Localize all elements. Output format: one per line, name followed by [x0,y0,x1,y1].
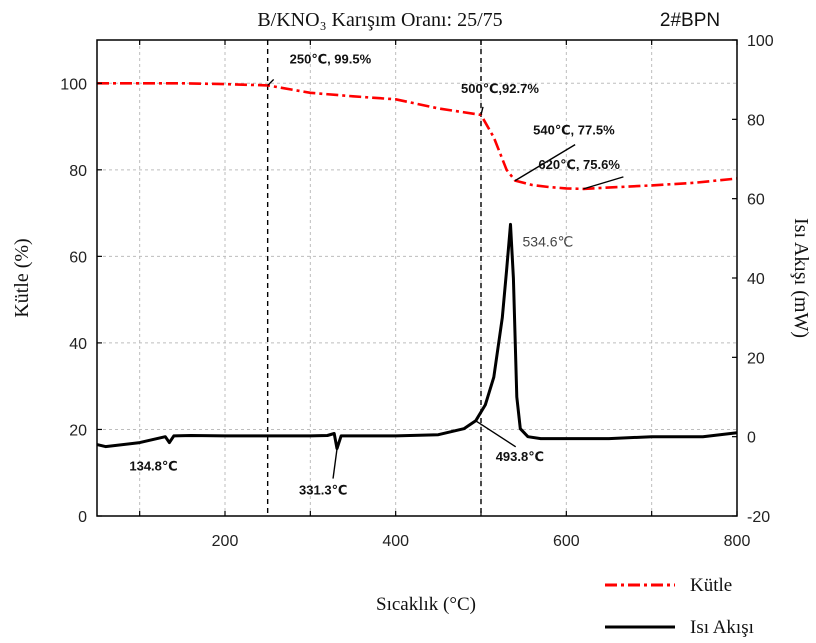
annotation-leader-7 [475,420,517,448]
y-left-tick-label-0: 0 [78,509,87,526]
series-lines [96,82,738,451]
y-right-tick-label-40: 40 [747,271,765,288]
y-right-tick-label--20: -20 [747,509,770,526]
plot-frame [96,39,738,517]
corner-label: 2#BPN [660,10,720,31]
annotation-label-2: 540℃, 77.5% [533,123,615,138]
series-line-1 [96,222,738,451]
annotation-leaders [267,78,624,479]
y-axis-left-label: Kütle (%) [11,238,33,317]
series-line-0 [97,82,738,191]
axis-ticks [97,39,738,517]
annotation-leader-0 [267,78,275,86]
annotation-leader-3 [583,176,624,190]
y-right-tick-label-20: 20 [747,350,765,367]
annotation-leader-6 [332,448,338,479]
annotation-label-1: 500℃,92.7% [461,81,539,96]
y-right-tick-label-100: 100 [747,33,774,50]
x-tick-label-800: 800 [724,533,751,550]
annotation-label-3: 620℃, 75.6% [538,157,620,172]
tick-labels: 200 400 600 800 0 20 40 60 80 100 -20 0 20 40 60 80 100 [60,33,774,550]
x-tick-label-200: 200 [212,533,239,550]
x-tick-label-400: 400 [382,533,409,550]
annotations: 250℃, 99.5% 500℃,92.7% 540℃, 77.5% 620℃, 75… [129,51,620,497]
y-axis-right-label: Isı Akışı (mW) [790,218,812,338]
grid-lines [97,40,737,516]
y-right-tick-label-0: 0 [747,430,756,447]
legend-label-kutle: Kütle [690,575,732,596]
y-left-tick-label-100: 100 [60,76,87,93]
legend: Kütle Isı Akışı [605,575,754,638]
y-right-tick-label-60: 60 [747,192,765,209]
annotation-leader-1 [480,106,484,116]
y-left-tick-label-40: 40 [69,336,87,353]
legend-label-isi-akisi: Isı Akışı [690,617,754,638]
annotation-label-7: 493.8℃ [496,449,544,464]
y-left-tick-label-60: 60 [69,249,87,266]
y-left-tick-label-20: 20 [69,422,87,439]
annotation-label-6: 331.3℃ [299,483,347,498]
vertical-markers [266,40,482,516]
annotation-label-5: 134.8℃ [129,459,177,474]
x-tick-label-600: 600 [553,533,580,550]
annotation-label-4: 534.6℃ [523,233,574,249]
annotation-label-0: 250℃, 99.5% [290,51,372,66]
y-left-tick-label-80: 80 [69,163,87,180]
y-right-tick-label-80: 80 [747,112,765,129]
annotation-leader-2 [514,144,576,182]
x-axis-label: Sıcaklık (°C) [376,594,476,615]
chart-title: B/KNO₃ Karışım Oranı: 25/75 [257,9,502,31]
